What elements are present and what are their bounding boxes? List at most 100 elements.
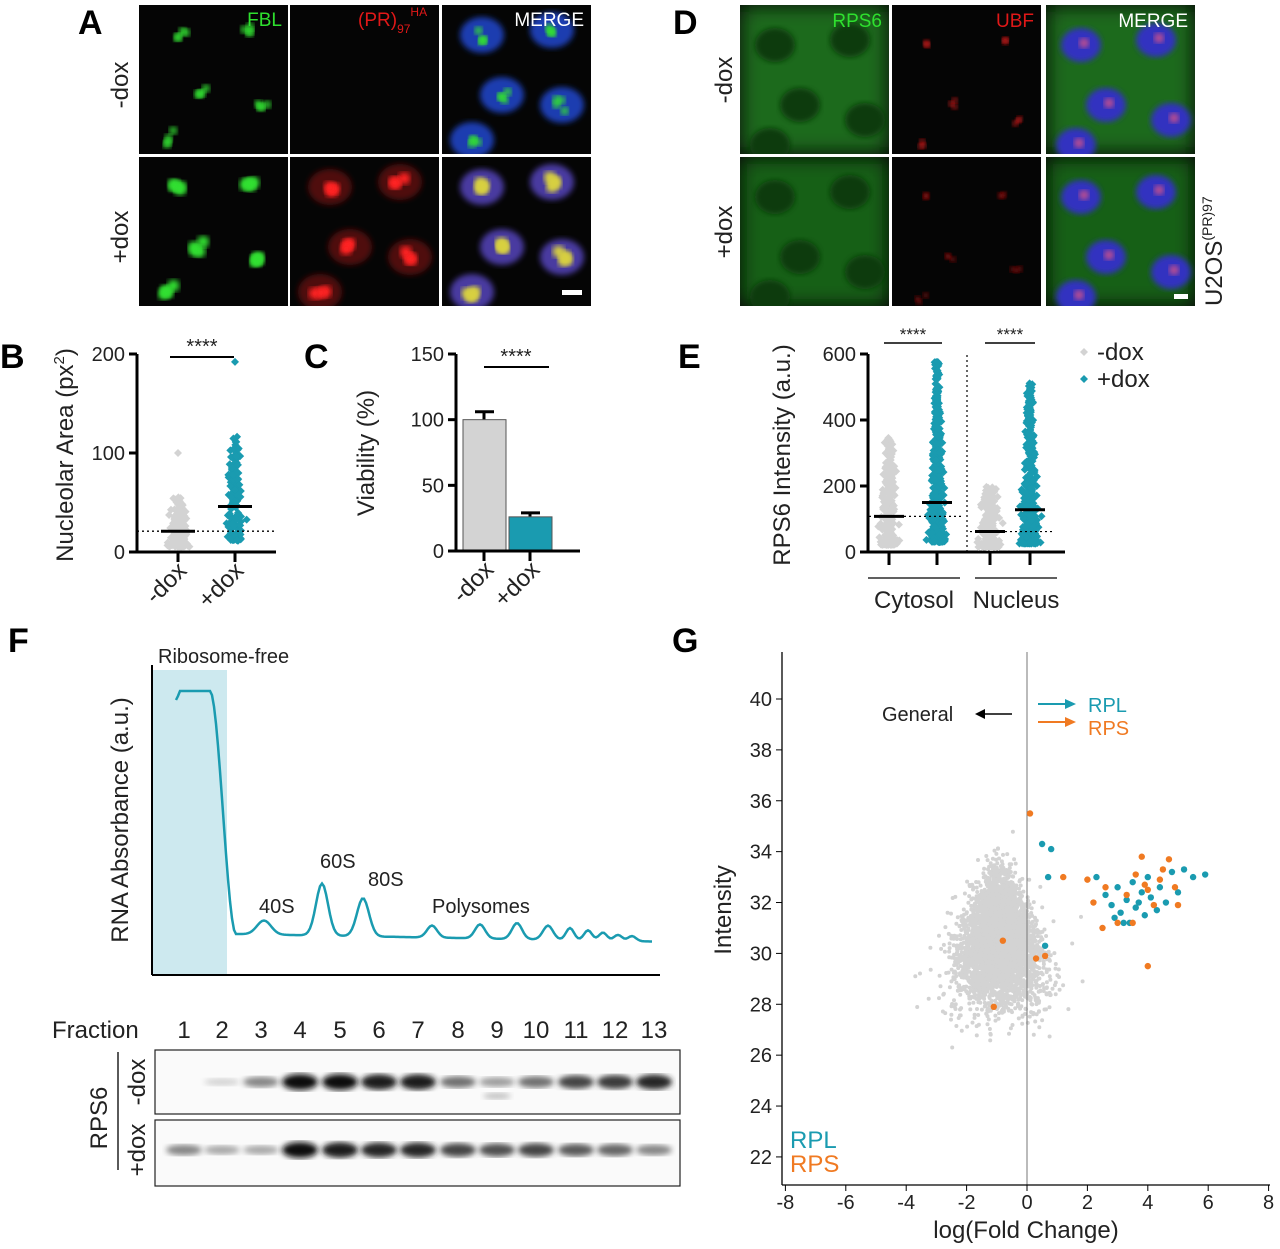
data-point (1026, 538, 1035, 547)
data-point-general (985, 858, 990, 863)
micrograph-D-0-0 (740, 5, 889, 154)
nucleolus-fbl (497, 92, 506, 101)
protein-band (558, 1143, 594, 1157)
protein-band (204, 1078, 240, 1086)
ubf-merge (1079, 190, 1089, 200)
data-point (932, 465, 941, 474)
data-point (1026, 410, 1035, 419)
data-point-general (952, 998, 956, 1003)
data-point-general (1038, 884, 1043, 889)
protein-band (479, 1143, 515, 1157)
data-point (983, 543, 992, 552)
data-point (227, 464, 236, 473)
data-point-general (1042, 927, 1047, 932)
absorbance-trace (174, 689, 652, 943)
data-point (881, 531, 890, 540)
nucleus-dark (780, 240, 820, 274)
data-point (880, 525, 889, 534)
data-point (180, 511, 189, 520)
data-point-general (959, 1028, 964, 1033)
nucleolus-fbl (546, 180, 559, 193)
fraction-number: 10 (523, 1017, 550, 1044)
data-point (938, 438, 947, 447)
fraction-number: 8 (451, 1017, 464, 1044)
data-point-general (984, 854, 989, 858)
data-point-general (994, 851, 999, 856)
data-point (934, 361, 943, 370)
y-axis-label: RPS6 Intensity (a.u.) (769, 344, 796, 565)
panel-label-g: G (672, 622, 698, 660)
blot-row-label-minus-dox: -dox (124, 1059, 151, 1106)
nucleus-dark (830, 23, 870, 57)
nucleus-dapi (540, 87, 584, 123)
data-point (1026, 470, 1035, 479)
data-point (926, 505, 935, 514)
data-point (226, 492, 235, 501)
data-point (935, 448, 944, 457)
channel-label-pr97ha: (PR)97HA (358, 5, 427, 36)
data-point-general (996, 846, 1000, 851)
data-point (226, 481, 235, 490)
data-point (883, 435, 892, 444)
nucleolus-fbl (254, 100, 263, 109)
pr97-nucleolar (388, 176, 401, 189)
data-point-general (954, 921, 959, 926)
data-point (165, 510, 174, 519)
data-point (995, 513, 1004, 522)
data-point-general (951, 975, 956, 980)
data-point-general (990, 856, 995, 861)
y-axis-label: RNA Absorbance (a.u.) (107, 697, 134, 942)
data-point-general (1034, 922, 1038, 927)
micrograph-A-1-1 (290, 157, 439, 306)
ubf-focus (920, 142, 927, 149)
channel-label-fbl: FBL (247, 10, 282, 31)
data-point-general (967, 985, 972, 990)
peak-label-polysomes: Polysomes (432, 896, 530, 918)
nucleolus-fbl (252, 253, 265, 266)
panel-label-b: B (0, 338, 25, 376)
ubf-merge (1154, 185, 1164, 195)
nucleus-dark (845, 103, 885, 137)
fraction-number: 13 (641, 1017, 668, 1044)
significance-stars: **** (997, 325, 1024, 344)
y-tick-label: 200 (92, 344, 125, 366)
peak-label-60s: 60S (320, 851, 356, 873)
data-point-general (983, 1002, 988, 1007)
data-point (887, 492, 896, 501)
protein-band (597, 1144, 633, 1156)
data-point-general (1025, 1020, 1030, 1025)
protein-band (636, 1074, 672, 1090)
fraction-number: 6 (372, 1017, 385, 1044)
data-point-general (1011, 874, 1016, 879)
micrograph-D-1-0 (740, 157, 889, 306)
nucleolus-fbl (552, 100, 561, 109)
nucleolus-fbl (468, 136, 477, 145)
data-point-general (915, 1005, 920, 1009)
data-point (236, 492, 245, 501)
data-point (929, 515, 938, 524)
protein-band (400, 1074, 436, 1090)
x-tick-label: -dox (140, 557, 192, 609)
channel-label-rps6: RPS6 (832, 11, 882, 32)
y-axis-label: Nucleolar Area (px2) (51, 348, 79, 562)
data-point-general (947, 955, 952, 960)
data-point (932, 371, 941, 380)
data-point-general (965, 1024, 970, 1029)
data-point-general (1013, 1006, 1018, 1011)
nucleolus-fbl (164, 134, 173, 143)
data-point-general (975, 1007, 979, 1011)
data-point (229, 444, 238, 453)
data-point (1027, 383, 1036, 392)
data-point (1037, 512, 1046, 521)
protein-band (440, 1143, 476, 1157)
nucleolus-fbl (174, 32, 183, 41)
data-point-general (1041, 959, 1046, 964)
data-point-general (1070, 941, 1075, 946)
fraction-number: 1 (177, 1017, 190, 1044)
nucleolus-fbl (461, 287, 474, 300)
nucleolus-fbl (496, 240, 509, 253)
data-point-general (1044, 934, 1049, 938)
legend-entry--dox: -dox (1097, 339, 1144, 366)
data-point (237, 526, 246, 535)
